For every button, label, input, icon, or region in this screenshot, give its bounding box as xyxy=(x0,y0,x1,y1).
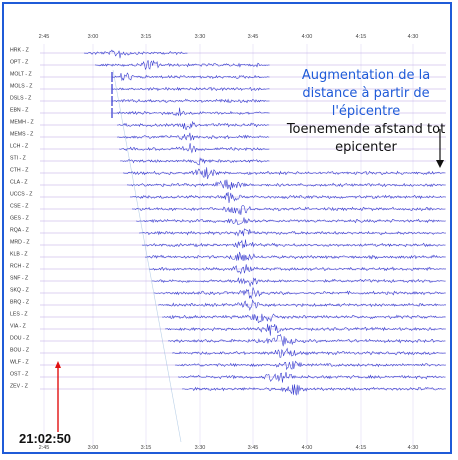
station-label: LES - Z xyxy=(10,312,28,318)
time-tick-label-top: 4:15 xyxy=(356,34,367,40)
seismic-trace xyxy=(161,313,446,324)
seismic-trace xyxy=(141,239,446,249)
station-label: HRK - Z xyxy=(10,48,29,54)
seismic-trace xyxy=(151,277,446,288)
time-tick-label-bottom: 4:00 xyxy=(302,445,313,451)
station-label: MOLS - Z xyxy=(10,84,32,90)
onset-marker-arrowhead xyxy=(55,361,61,368)
station-label: BRQ - Z xyxy=(10,300,29,306)
seismic-trace xyxy=(158,299,447,311)
station-label: MOLT - Z xyxy=(10,72,32,78)
time-tick-label-bottom: 4:15 xyxy=(356,445,367,451)
seismic-trace xyxy=(129,191,446,204)
seismic-trace xyxy=(116,120,270,131)
station-label: ZEV - Z xyxy=(10,384,28,390)
station-label: MEMS - Z xyxy=(10,132,33,138)
seismic-trace xyxy=(181,384,446,396)
seismic-trace xyxy=(122,167,446,180)
station-label: SKQ - Z xyxy=(10,288,29,294)
distance-arrow-head xyxy=(436,160,444,168)
station-label: UCCS - Z xyxy=(10,192,32,198)
station-label: STI - Z xyxy=(10,156,26,162)
seismic-trace xyxy=(112,107,270,117)
seismic-trace xyxy=(112,86,270,92)
station-label: EBN - Z xyxy=(10,108,28,114)
seismic-trace xyxy=(131,205,446,215)
seismic-trace xyxy=(172,347,446,358)
seismic-trace xyxy=(144,251,446,261)
time-tick-label-top: 3:15 xyxy=(141,34,152,40)
station-label: CTH - Z xyxy=(10,168,28,174)
station-label: CLA - Z xyxy=(10,180,28,186)
station-label: OPT - Z xyxy=(10,60,28,66)
onset-time-label: 21:02:50 xyxy=(19,431,72,446)
station-label: RCH - Z xyxy=(10,264,29,270)
seismic-trace xyxy=(116,132,270,141)
time-tick-label-top: 3:00 xyxy=(88,34,99,40)
station-label: SNF - Z xyxy=(10,276,28,282)
distance-annotation-dutch: Toenemende afstand tot epicenter xyxy=(286,122,446,155)
time-tick-label-bottom: 3:30 xyxy=(195,445,206,451)
station-label: BOU - Z xyxy=(10,348,29,354)
time-tick-label-bottom: 2:45 xyxy=(39,445,50,451)
seismogram-frame xyxy=(2,2,452,454)
distance-annotation-french: Augmentation de la distance à partir de … xyxy=(301,68,431,119)
station-label: MEMH - Z xyxy=(10,120,34,126)
seismic-trace xyxy=(177,372,446,383)
seismic-trace xyxy=(153,287,446,300)
seismic-trace xyxy=(94,59,270,71)
seismic-trace xyxy=(126,179,446,191)
seismic-trace xyxy=(83,49,188,59)
p-wave-moveout-line xyxy=(112,69,182,443)
time-tick-label-top: 4:30 xyxy=(408,34,419,40)
time-tick-label-top: 3:30 xyxy=(195,34,206,40)
seismic-trace xyxy=(148,264,447,275)
time-tick-label-top: 2:45 xyxy=(39,34,50,40)
station-label: CSE - Z xyxy=(10,204,28,210)
seismic-trace xyxy=(112,72,270,82)
seismic-trace xyxy=(135,217,446,225)
time-tick-label-bottom: 3:45 xyxy=(248,445,259,451)
seismic-trace xyxy=(119,157,270,166)
station-label: OST - Z xyxy=(10,372,28,378)
seismic-trace xyxy=(174,360,446,371)
time-tick-label-bottom: 3:00 xyxy=(88,445,99,451)
station-label: WLF - Z xyxy=(10,360,29,366)
time-tick-label-top: 4:00 xyxy=(302,34,313,40)
time-tick-label-bottom: 4:30 xyxy=(408,445,419,451)
time-tick-label-top: 3:45 xyxy=(248,34,259,40)
station-label: KLB - Z xyxy=(10,252,28,258)
seismic-trace xyxy=(164,323,446,336)
station-label: DOU - Z xyxy=(10,336,29,342)
time-tick-label-bottom: 3:15 xyxy=(141,445,152,451)
seismic-trace xyxy=(139,228,446,237)
seismic-trace xyxy=(167,334,446,347)
station-label: VIA - Z xyxy=(10,324,26,330)
station-label: RQA - Z xyxy=(10,228,29,234)
seismic-trace xyxy=(112,98,270,104)
seismic-trace xyxy=(118,143,270,154)
station-label: DSLS - Z xyxy=(10,96,31,102)
station-label: MRD - Z xyxy=(10,240,30,246)
station-label: GES - Z xyxy=(10,216,29,222)
station-label: LCH - Z xyxy=(10,144,28,150)
